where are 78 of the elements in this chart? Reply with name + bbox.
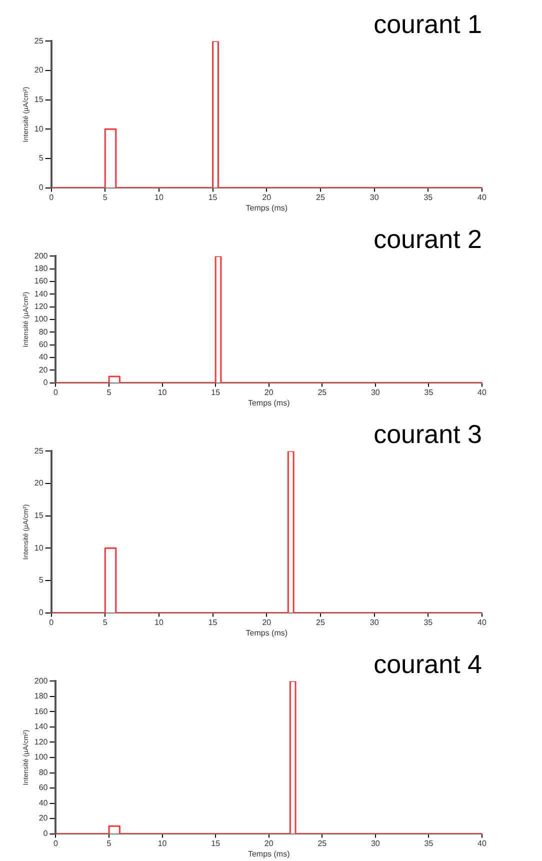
- y-tick-label: 20: [38, 365, 48, 374]
- x-tick-label: 40: [478, 388, 487, 397]
- y-tick-label: 80: [38, 768, 48, 777]
- x-tick-label: 30: [370, 838, 380, 848]
- y-tick-label: 0: [38, 183, 44, 192]
- y-tick-label: 15: [34, 511, 44, 520]
- y-tick-label: 160: [34, 276, 48, 286]
- x-tick-label: 0: [54, 388, 59, 397]
- x-tick-label: 20: [264, 388, 274, 397]
- x-tick-label: 30: [370, 618, 380, 627]
- x-tick-label: 0: [49, 618, 54, 627]
- x-tick-label: 0: [49, 192, 54, 202]
- y-tick-label: 0: [43, 829, 48, 838]
- y-tick-label: 80: [38, 327, 48, 336]
- x-tick-label: 5: [102, 192, 108, 202]
- x-tick-label: 10: [154, 192, 164, 202]
- chart-title: courant 2: [374, 224, 482, 254]
- y-tick-label: 200: [34, 251, 48, 260]
- y-tick-label: 100: [34, 314, 48, 324]
- y-tick-label: 5: [38, 154, 44, 163]
- x-tick-label: 30: [370, 388, 380, 397]
- chart-title: courant 3: [374, 418, 482, 449]
- y-tick-label: 15: [34, 95, 44, 104]
- x-tick-label: 25: [318, 838, 328, 848]
- x-axis-title: Temps (ms): [246, 628, 288, 638]
- y-tick-label: 100: [34, 752, 48, 762]
- y-tick-label: 5: [38, 576, 44, 585]
- y-tick-label: 140: [34, 289, 48, 298]
- y-tick-label: 180: [34, 264, 48, 274]
- x-tick-label: 20: [262, 192, 272, 202]
- x-tick-label: 5: [106, 388, 112, 397]
- y-tick-label: 20: [34, 66, 44, 75]
- x-tick-label: 15: [211, 388, 221, 397]
- y-tick-label: 160: [34, 706, 48, 716]
- x-axis-title: Temps (ms): [248, 849, 290, 858]
- x-tick-label: 10: [158, 388, 168, 397]
- x-tick-label: 15: [208, 618, 218, 627]
- y-tick-label: 20: [34, 478, 44, 488]
- y-tick-label: 180: [34, 692, 48, 701]
- y-tick-label: 25: [34, 36, 44, 46]
- x-tick-label: 30: [370, 192, 380, 202]
- x-axis-title: Temps (ms): [246, 203, 288, 212]
- y-tick-label: 40: [38, 352, 48, 362]
- x-tick-label: 25: [316, 192, 326, 202]
- x-tick-label: 20: [262, 618, 272, 627]
- x-tick-label: 5: [102, 618, 108, 627]
- x-tick-label: 0: [54, 838, 59, 848]
- chart-title: courant 4: [374, 648, 482, 679]
- x-tick-label: 10: [154, 618, 164, 627]
- y-tick-label: 0: [43, 378, 48, 388]
- y-tick-label: 200: [34, 676, 48, 686]
- x-tick-label: 35: [424, 388, 434, 397]
- x-tick-label: 15: [211, 838, 221, 848]
- y-tick-label: 10: [34, 124, 44, 134]
- y-tick-label: 140: [34, 722, 48, 732]
- y-tick-label: 60: [38, 340, 48, 350]
- y-tick-label: 40: [38, 798, 48, 808]
- y-tick-label: 120: [34, 302, 48, 312]
- y-tick-label: 120: [34, 737, 48, 746]
- y-tick-label: 10: [34, 543, 44, 552]
- x-tick-label: 25: [318, 388, 328, 397]
- x-tick-label: 25: [316, 618, 326, 627]
- x-tick-label: 35: [424, 618, 434, 627]
- x-tick-label: 40: [478, 838, 487, 848]
- x-tick-label: 20: [264, 838, 274, 848]
- x-tick-label: 35: [424, 838, 434, 848]
- x-axis-title: Temps (ms): [248, 398, 290, 408]
- y-tick-label: 25: [34, 446, 44, 456]
- x-tick-label: 35: [424, 192, 434, 202]
- x-tick-label: 40: [478, 192, 487, 202]
- y-tick-label: 60: [38, 783, 48, 792]
- chart-title: courant 1: [374, 8, 482, 39]
- y-tick-label: 0: [38, 608, 44, 618]
- y-tick-label: 20: [38, 814, 48, 823]
- x-tick-label: 15: [208, 192, 218, 202]
- x-tick-label: 40: [478, 618, 487, 627]
- x-tick-label: 5: [106, 838, 112, 848]
- x-tick-label: 10: [158, 838, 168, 848]
